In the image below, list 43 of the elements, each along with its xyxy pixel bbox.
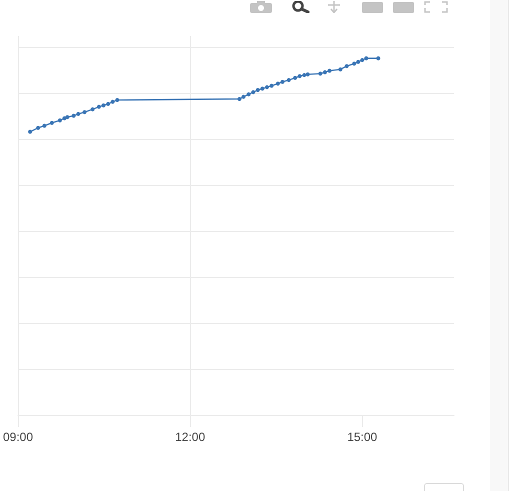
point — [82, 110, 87, 114]
point — [65, 115, 70, 120]
point — [376, 56, 380, 60]
point — [264, 85, 269, 90]
point — [251, 90, 256, 94]
point — [241, 94, 246, 99]
point — [364, 56, 368, 60]
point — [270, 84, 274, 88]
point — [286, 78, 291, 82]
point — [293, 76, 298, 80]
point — [352, 62, 356, 66]
point — [246, 92, 251, 96]
point — [306, 72, 310, 76]
point — [276, 82, 280, 86]
point — [360, 58, 364, 62]
point — [90, 107, 95, 112]
point — [302, 73, 306, 78]
point — [101, 103, 106, 108]
point — [50, 120, 54, 125]
point — [36, 126, 40, 130]
x-tick-label: 15:00 — [347, 430, 378, 444]
point — [76, 112, 80, 116]
x-tick-label: 09:00 — [3, 430, 34, 444]
point — [318, 72, 322, 76]
point — [260, 86, 264, 91]
point — [328, 68, 332, 73]
point — [338, 67, 342, 72]
point — [256, 88, 260, 92]
point — [280, 80, 284, 84]
point — [344, 64, 349, 68]
point — [72, 114, 76, 118]
x-tick-label: 12:00 — [175, 430, 206, 444]
point — [356, 60, 360, 64]
point — [28, 130, 32, 134]
point — [115, 98, 120, 102]
point — [110, 100, 115, 104]
point — [298, 74, 302, 78]
point — [106, 102, 110, 106]
point — [237, 96, 242, 101]
point — [42, 124, 46, 128]
point — [58, 118, 62, 122]
point — [322, 70, 327, 74]
point — [96, 104, 101, 109]
